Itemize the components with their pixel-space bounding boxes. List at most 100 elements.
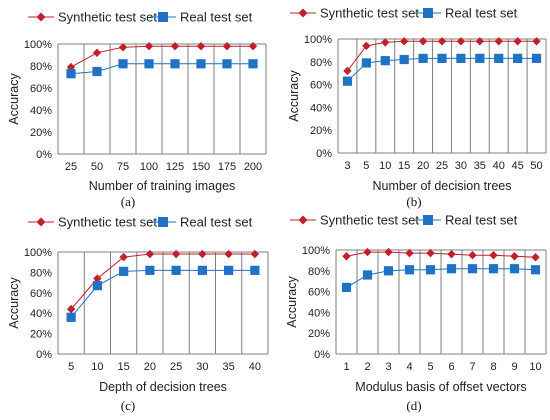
y-tick-label: 40% [308, 307, 330, 319]
x-tick-label: 45 [512, 160, 524, 172]
synthetic-data-point [418, 37, 428, 46]
x-axis-label: Modulus basis of offset vectors [355, 380, 526, 394]
legend-synthetic-marker [298, 215, 308, 225]
x-tick-label: 6 [448, 361, 454, 373]
synthetic-data-point [531, 253, 540, 262]
real-series-line [346, 268, 536, 288]
real-data-point [437, 53, 447, 63]
real-data-point [456, 53, 466, 63]
x-tick-label: 15 [398, 160, 410, 172]
synthetic-data-point [198, 249, 207, 259]
real-data-point [170, 59, 180, 69]
y-tick-label: 0% [316, 148, 332, 160]
x-tick-label: 75 [117, 161, 129, 173]
y-tick-label: 80% [308, 266, 330, 278]
y-tick-label: 100% [24, 39, 52, 51]
x-tick-label: 9 [511, 361, 517, 373]
y-tick-label: 0% [36, 349, 52, 361]
legend-real-marker [158, 217, 168, 227]
x-tick-label: 10 [91, 361, 103, 373]
y-tick-label: 20% [30, 127, 52, 139]
legend-real-marker [423, 8, 433, 18]
x-axis-label: Number of training images [89, 179, 236, 193]
y-tick-label: 20% [30, 329, 52, 341]
y-axis-label: Accuracy [285, 276, 299, 328]
synthetic-data-point [145, 249, 155, 259]
real-data-point [118, 59, 128, 69]
x-tick-label: 15 [118, 361, 130, 373]
y-tick-label: 60% [30, 288, 52, 300]
x-tick-label: 20 [144, 361, 156, 373]
legend-real-label: Real test set [445, 6, 518, 21]
synthetic-data-point [119, 252, 128, 262]
y-tick-label: 40% [30, 105, 52, 117]
x-tick-label: 3 [385, 361, 391, 373]
real-data-point [224, 265, 234, 275]
x-tick-label: 25 [436, 160, 448, 172]
synthetic-series-line [70, 45, 253, 68]
synthetic-data-point [222, 42, 232, 51]
synthetic-data-point [342, 252, 351, 261]
x-tick-label: 3 [344, 160, 350, 172]
synthetic-data-point [405, 248, 414, 258]
y-tick-label: 20% [310, 125, 332, 137]
synthetic-series-line [70, 253, 255, 310]
x-tick-label: 40 [249, 361, 261, 373]
panel-label: (c) [121, 398, 135, 413]
real-data-point [171, 265, 181, 275]
real-data-point [467, 264, 478, 274]
x-tick-label: 30 [196, 361, 208, 373]
real-data-point [475, 53, 485, 63]
legend-synthetic-label: Synthetic test set [320, 6, 419, 21]
real-data-point [513, 53, 523, 63]
real-data-point [494, 53, 504, 63]
synthetic-data-point [196, 42, 206, 51]
y-tick-label: 40% [30, 308, 52, 320]
chart-panel-b: 0%20%40%60%80%100%3 5 10 15 20 25 30 35 40 45 50Nu… [287, 6, 547, 209]
y-tick-label: 20% [308, 328, 330, 340]
legend-synthetic-marker [36, 12, 46, 22]
synthetic-data-point [447, 249, 456, 259]
synthetic-data-point [489, 251, 498, 260]
real-data-point [362, 270, 373, 280]
x-tick-label: 10 [379, 160, 391, 172]
chart-panel-c: 0% 20% 40% 60% 80% 100% 5 10 15 20 25 30 35 40 Depth o… [7, 215, 269, 413]
legend-real-marker [423, 215, 433, 225]
real-data-point [531, 53, 542, 63]
real-data-point [92, 281, 102, 291]
legend-synthetic-label: Synthetic test set [58, 10, 157, 25]
y-tick-label: 40% [310, 102, 332, 114]
legend-synthetic-marker [298, 8, 308, 18]
synthetic-data-point [363, 247, 372, 257]
legend-synthetic-label: Synthetic test set [58, 215, 157, 230]
y-tick-label: 80% [310, 57, 332, 69]
x-tick-label: 125 [166, 161, 184, 173]
y-tick-label: 60% [310, 80, 332, 92]
synthetic-data-point [475, 37, 485, 46]
synthetic-data-point [248, 42, 258, 51]
x-tick-label: 25 [65, 161, 77, 173]
x-tick-label: 150 [192, 161, 210, 173]
x-tick-label: 25 [170, 361, 182, 373]
real-data-point [399, 54, 409, 65]
x-tick-label: 100 [140, 161, 158, 173]
x-tick-label: 200 [244, 161, 262, 173]
x-tick-label: 5 [363, 160, 369, 172]
real-data-point [196, 59, 206, 69]
panel-label: (a) [121, 194, 135, 209]
x-tick-label: 30 [455, 160, 467, 172]
synthetic-data-point [399, 37, 409, 46]
real-data-point [361, 58, 371, 68]
x-tick-label: 4 [406, 361, 412, 373]
synthetic-data-point [171, 249, 181, 259]
y-tick-label: 100% [24, 247, 52, 259]
synthetic-data-point [93, 274, 102, 283]
synthetic-series-line [346, 251, 536, 258]
x-tick-label: 50 [530, 160, 542, 172]
real-data-point [446, 264, 457, 274]
x-tick-label: 2 [364, 361, 370, 373]
legend-synthetic-label: Synthetic test set [320, 213, 419, 228]
real-data-point [66, 312, 76, 322]
